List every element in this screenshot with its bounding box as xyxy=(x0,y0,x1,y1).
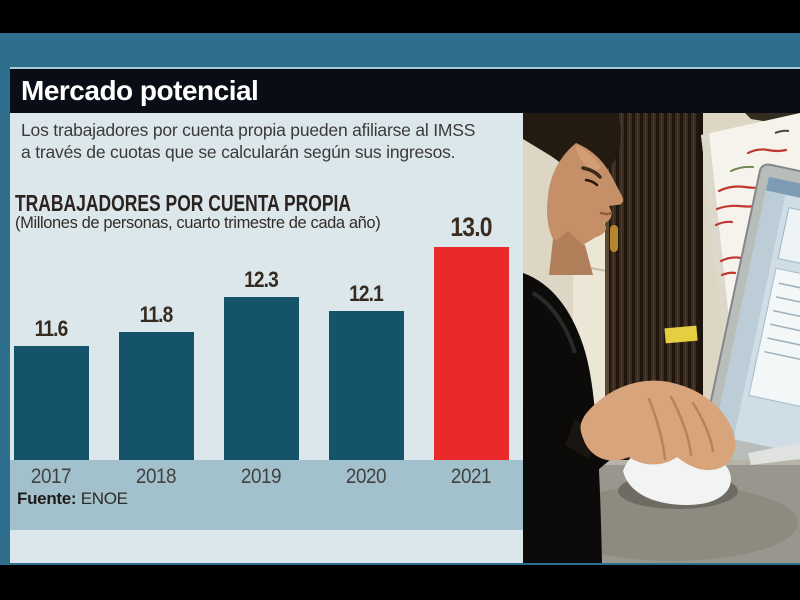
bar-value-label: 11.6 xyxy=(34,316,69,341)
intro-text: Los trabajadores por cuenta propia puede… xyxy=(21,120,475,163)
source-note: Fuente: ENOE xyxy=(17,489,128,509)
bar-value-label: 13.0 xyxy=(450,212,492,242)
photo-man-neck xyxy=(549,239,593,275)
office-photo xyxy=(523,113,800,563)
intro-line-1: Los trabajadores por cuenta propia puede… xyxy=(21,120,476,140)
intro-line-2: a través de cuotas que se calcularán seg… xyxy=(21,141,456,162)
chart-panel: Los trabajadores por cuenta propia puede… xyxy=(10,113,523,563)
photo-man-face xyxy=(547,143,624,249)
photo-hand-mouse xyxy=(523,380,738,509)
source-label: Fuente: xyxy=(17,489,77,508)
bar-value-label: 12.1 xyxy=(349,281,384,306)
photo-keyboard-edge xyxy=(748,443,800,465)
x-axis-label: 2017 xyxy=(30,465,72,488)
whiteboard-red-writing xyxy=(714,148,788,277)
chart-bar-2020 xyxy=(328,311,404,460)
whiteboard-green-writing xyxy=(730,165,754,172)
chart-bar-2018 xyxy=(118,332,194,460)
bar-value-label: 12.3 xyxy=(244,267,279,292)
x-axis-label: 2021 xyxy=(450,465,492,488)
bar-value-label: 11.8 xyxy=(139,302,174,327)
page-title: Mercado potencial xyxy=(21,75,259,106)
chart-bar-2019 xyxy=(223,297,299,460)
chart-subtitle: (Millones de personas, cuarto trimestre … xyxy=(15,214,381,232)
source-value: ENOE xyxy=(80,489,128,508)
header-bar: Mercado potencial xyxy=(10,69,800,113)
chart-title: TRABAJADORES POR CUENTA PROPIA xyxy=(15,190,352,216)
x-axis-label: 2019 xyxy=(240,465,282,488)
x-axis-band: 2017 2018 2019 2020 2021 xyxy=(10,460,523,530)
photo-sticky-note xyxy=(664,325,698,344)
chart-bar-2021 xyxy=(433,247,509,460)
x-axis-label: 2018 xyxy=(135,465,177,488)
infographic-frame: Mercado potencial Los trabajadores por c… xyxy=(0,33,800,565)
x-axis-label: 2020 xyxy=(345,465,387,488)
office-photo-illustration xyxy=(523,113,800,563)
photo-door-handle xyxy=(610,225,618,252)
chart-bar-2017 xyxy=(13,346,89,460)
bar-chart: 11.6 11.8 12.3 12.1 13.0 xyxy=(10,113,523,460)
